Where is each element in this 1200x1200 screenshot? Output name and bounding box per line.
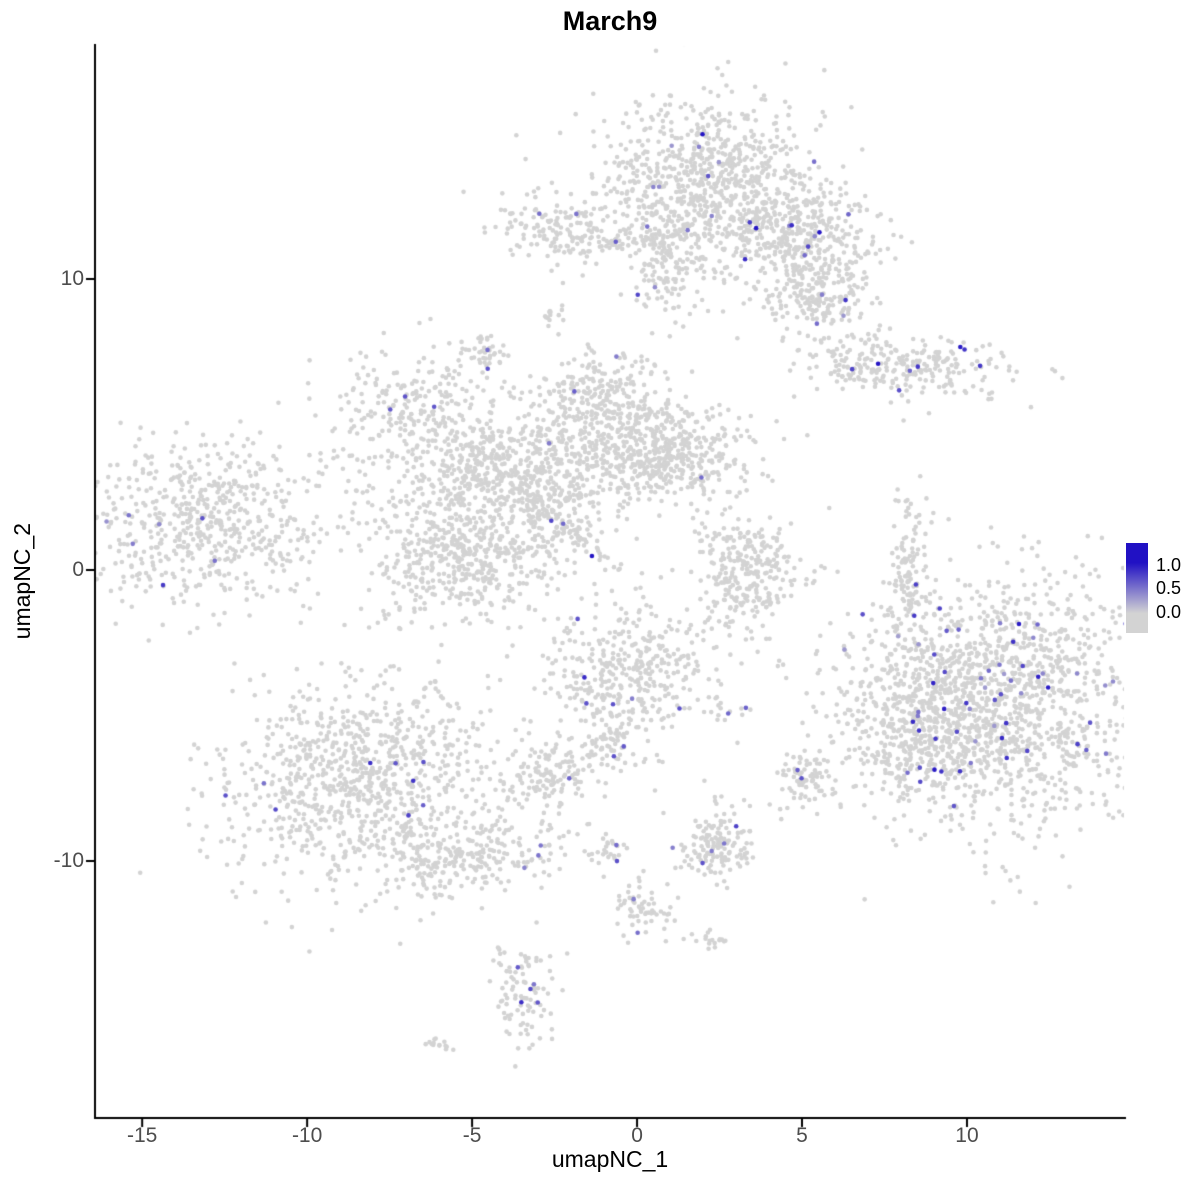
x-tick-label: -10 bbox=[291, 1124, 323, 1147]
y-tick-label: 0 bbox=[72, 558, 84, 581]
legend-label: 0.0 bbox=[1156, 602, 1182, 623]
y-tick-label: -10 bbox=[53, 849, 84, 873]
legend: 1.0 0.5 0.0 bbox=[1126, 543, 1200, 635]
legend-gradient-bar bbox=[1126, 543, 1148, 633]
y-tick-label: 10 bbox=[60, 266, 84, 290]
legend-label: 1.0 bbox=[1156, 554, 1182, 575]
x-axis-label: umapNC_1 bbox=[551, 1146, 669, 1172]
x-tick-label: 5 bbox=[796, 1124, 808, 1147]
legend-label: 0.5 bbox=[1156, 578, 1182, 598]
x-tick-label: -5 bbox=[462, 1124, 482, 1147]
x-tick-label: -15 bbox=[126, 1124, 158, 1147]
x-tick-label: 0 bbox=[631, 1124, 643, 1147]
plot-title: March9 bbox=[562, 6, 658, 36]
x-tick-label: 10 bbox=[955, 1124, 979, 1147]
